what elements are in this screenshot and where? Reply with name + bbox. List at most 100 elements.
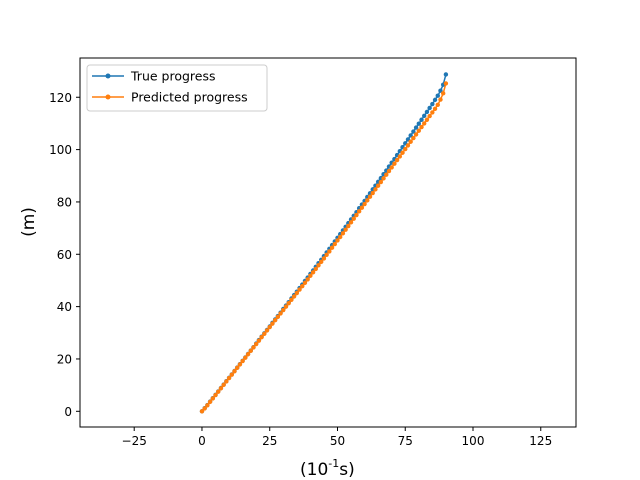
- data-point-true-progress: [408, 133, 413, 138]
- data-point-predicted-progress: [310, 270, 316, 275]
- x-tick-label: 75: [398, 434, 413, 448]
- x-tick-label: 125: [529, 434, 552, 448]
- data-point-predicted-progress: [305, 277, 310, 282]
- data-point-predicted-progress: [319, 259, 324, 265]
- data-point-predicted-progress: [440, 91, 446, 96]
- data-point-predicted-progress: [251, 345, 256, 350]
- data-point-predicted-progress: [202, 406, 207, 411]
- data-point-predicted-progress: [281, 307, 286, 313]
- data-point-predicted-progress: [213, 392, 218, 398]
- legend-swatch-true-marker: [105, 73, 111, 79]
- data-point-true-progress: [424, 109, 430, 115]
- data-point-true-progress: [422, 113, 427, 119]
- data-point-predicted-progress: [294, 290, 300, 296]
- data-point-predicted-progress: [240, 358, 245, 364]
- data-point-predicted-progress: [324, 252, 329, 257]
- legend: True progress Predicted progress: [86, 64, 268, 112]
- data-point-predicted-progress: [367, 194, 373, 199]
- data-point-predicted-progress: [329, 245, 335, 250]
- data-point-predicted-progress: [267, 324, 272, 330]
- data-point-predicted-progress: [362, 201, 367, 207]
- data-point-predicted-progress: [351, 216, 356, 221]
- x-tick-label: 0: [198, 434, 206, 448]
- data-point-predicted-progress: [356, 209, 362, 214]
- data-point-predicted-progress: [438, 97, 443, 102]
- data-point-predicted-progress: [302, 280, 308, 285]
- data-point-predicted-progress: [286, 301, 291, 306]
- data-point-predicted-progress: [378, 179, 384, 185]
- x-tick-label: 50: [330, 434, 345, 448]
- data-point-predicted-progress: [245, 352, 251, 357]
- data-point-predicted-progress: [235, 365, 240, 371]
- data-point-predicted-progress: [207, 399, 213, 405]
- data-point-predicted-progress: [424, 117, 430, 122]
- data-point-predicted-progress: [313, 266, 318, 272]
- data-point-predicted-progress: [408, 139, 413, 144]
- x-axis-label-exponent: -1: [328, 457, 339, 470]
- data-point-predicted-progress: [278, 311, 283, 316]
- legend-label-true: True progress: [130, 69, 216, 84]
- data-point-predicted-progress: [348, 220, 354, 225]
- data-point-predicted-progress: [432, 106, 438, 111]
- data-point-predicted-progress: [308, 273, 313, 278]
- data-point-predicted-progress: [419, 124, 424, 130]
- data-point-true-progress: [427, 105, 432, 111]
- data-point-predicted-progress: [232, 369, 237, 374]
- y-tick-label: 120: [49, 91, 72, 105]
- y-axis-label: (m): [19, 207, 39, 237]
- data-point-predicted-progress: [405, 143, 411, 148]
- data-point-predicted-progress: [283, 304, 289, 309]
- x-tick-label: −25: [122, 434, 147, 448]
- data-point-predicted-progress: [218, 386, 224, 391]
- y-tick-label: 60: [57, 248, 72, 262]
- data-point-predicted-progress: [300, 284, 305, 289]
- x-tick-label: 25: [262, 434, 277, 448]
- data-point-predicted-progress: [354, 212, 359, 218]
- data-point-predicted-progress: [243, 355, 248, 360]
- data-point-predicted-progress: [427, 113, 432, 119]
- data-point-true-progress: [419, 117, 424, 122]
- data-point-predicted-progress: [413, 132, 419, 137]
- y-tick-label: 20: [57, 352, 72, 366]
- data-point-true-progress: [438, 88, 443, 93]
- x-tick-label: 100: [462, 434, 485, 448]
- data-point-predicted-progress: [264, 328, 270, 333]
- data-point-predicted-progress: [384, 172, 389, 177]
- data-point-true-progress: [430, 101, 435, 107]
- data-point-predicted-progress: [359, 205, 365, 210]
- data-point-true-progress: [411, 129, 416, 134]
- data-point-predicted-progress: [394, 157, 400, 163]
- legend-swatch-predicted-marker: [105, 94, 111, 100]
- data-point-predicted-progress: [327, 249, 332, 254]
- data-point-predicted-progress: [272, 318, 278, 323]
- plot-area: [80, 58, 576, 427]
- series-predicted-progress: [199, 81, 449, 414]
- data-point-predicted-progress: [403, 146, 408, 152]
- data-point-predicted-progress: [253, 341, 259, 347]
- data-point-predicted-progress: [343, 227, 348, 232]
- data-point-predicted-progress: [216, 389, 221, 394]
- legend-label-predicted: Predicted progress: [131, 90, 248, 105]
- y-tick-label: 80: [57, 195, 72, 209]
- data-point-predicted-progress: [332, 241, 337, 247]
- data-point-predicted-progress: [430, 110, 435, 115]
- data-point-predicted-progress: [229, 372, 234, 377]
- data-point-predicted-progress: [321, 256, 327, 261]
- data-point-predicted-progress: [275, 314, 281, 320]
- data-point-predicted-progress: [199, 409, 205, 414]
- x-axis-label-unit: s): [339, 460, 355, 480]
- data-point-predicted-progress: [335, 238, 340, 243]
- data-point-predicted-progress: [270, 321, 275, 326]
- data-point-predicted-progress: [248, 348, 253, 354]
- y-tick-label: 40: [57, 300, 72, 314]
- data-point-predicted-progress: [237, 362, 243, 367]
- data-point-predicted-progress: [416, 128, 421, 133]
- data-point-predicted-progress: [346, 223, 351, 229]
- data-point-predicted-progress: [400, 150, 405, 155]
- data-point-predicted-progress: [259, 335, 264, 340]
- data-point-true-progress: [416, 121, 421, 126]
- data-point-predicted-progress: [435, 102, 440, 108]
- data-point-predicted-progress: [443, 81, 449, 86]
- data-point-predicted-progress: [205, 403, 210, 408]
